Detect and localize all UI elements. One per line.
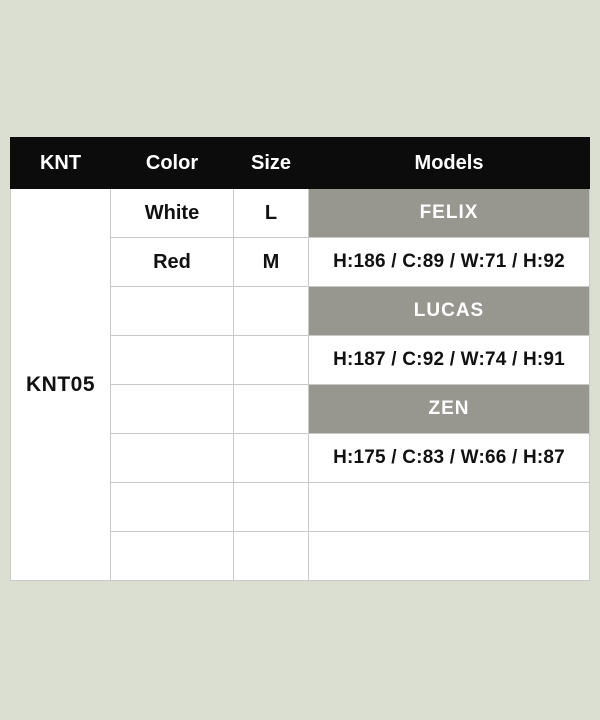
table-row (11, 482, 590, 532)
measurements-cell: H:175 / C:83 / W:66 / H:87 (308, 433, 590, 483)
size-cell (233, 286, 309, 336)
size-spec-table: KNT Color Size Models KNT05 White L FELI… (10, 137, 590, 581)
size-cell (233, 384, 309, 434)
size-cell (233, 531, 309, 581)
table-row: LUCAS (11, 286, 590, 336)
color-cell (110, 531, 234, 581)
model-name-band: FELIX (308, 188, 590, 238)
empty-models-cell (308, 531, 590, 581)
size-cell (233, 433, 309, 483)
color-cell (110, 384, 234, 434)
color-cell: Red (110, 237, 234, 287)
table-row: H:187 / C:92 / W:74 / H:91 (11, 335, 590, 385)
measurements-cell: H:187 / C:92 / W:74 / H:91 (308, 335, 590, 385)
header-cell-models: Models (308, 137, 590, 189)
product-code-cell: KNT05 (10, 188, 111, 581)
size-cell: M (233, 237, 309, 287)
empty-models-cell (308, 482, 590, 532)
header-cell-size: Size (233, 137, 309, 189)
color-cell (110, 433, 234, 483)
table-row: H:175 / C:83 / W:66 / H:87 (11, 433, 590, 483)
table-row (11, 531, 590, 581)
size-cell (233, 482, 309, 532)
model-name-band: LUCAS (308, 286, 590, 336)
header-cell-knt: KNT (10, 137, 111, 189)
header-cell-color: Color (110, 137, 234, 189)
color-cell (110, 335, 234, 385)
table-row: Red M H:186 / C:89 / W:71 / H:92 (11, 237, 590, 287)
size-cell (233, 335, 309, 385)
table-row: ZEN (11, 384, 590, 434)
measurements-cell: H:186 / C:89 / W:71 / H:92 (308, 237, 590, 287)
table-header-row: KNT Color Size Models (10, 137, 590, 189)
model-name-band: ZEN (308, 384, 590, 434)
color-cell: White (110, 188, 234, 238)
size-cell: L (233, 188, 309, 238)
color-cell (110, 286, 234, 336)
table-row: KNT05 White L FELIX (10, 188, 590, 581)
color-cell (110, 482, 234, 532)
